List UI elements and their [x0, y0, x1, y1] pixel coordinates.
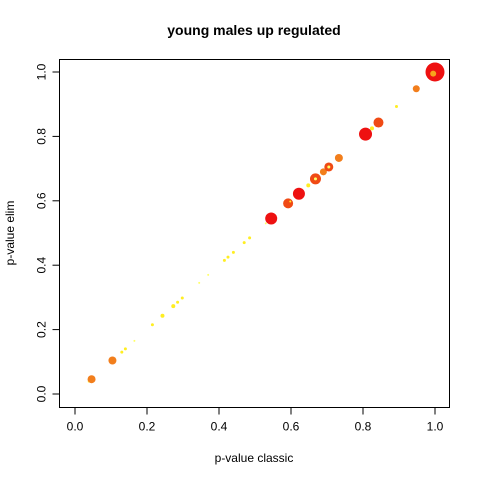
data-point [319, 168, 327, 176]
data-point [150, 323, 154, 327]
data-point [430, 70, 437, 77]
x-tick-label: 0.6 [283, 420, 300, 434]
data-point [171, 304, 176, 309]
data-point [198, 281, 201, 284]
y-tick-label: 1.0 [35, 63, 49, 80]
x-tick-label: 0.4 [211, 420, 228, 434]
y-axis: 0.0 0.2 0.4 0.6 0.8 1.0 [35, 63, 60, 402]
y-tick-label: 0.8 [35, 128, 49, 145]
data-point [248, 236, 252, 240]
data-point [231, 250, 235, 254]
data-point [108, 356, 117, 365]
data-point [283, 198, 294, 209]
data-point [313, 177, 317, 181]
x-axis: 0.0 0.2 0.4 0.6 0.8 1.0 [67, 407, 444, 434]
y-tick-label: 0.6 [35, 192, 49, 209]
data-point [133, 339, 136, 342]
data-point [373, 117, 384, 128]
y-tick-label: 0.0 [35, 385, 49, 402]
chart-title: young males up regulated [167, 22, 340, 38]
x-tick-label: 0.2 [139, 420, 156, 434]
data-point [180, 296, 184, 300]
x-tick-label: 0.0 [67, 420, 84, 434]
data-point [264, 222, 267, 225]
data-point [176, 300, 180, 304]
y-tick-label: 0.2 [35, 321, 49, 338]
plot-frame [59, 59, 450, 408]
data-point [242, 241, 246, 245]
data-point [123, 347, 127, 351]
data-point [289, 200, 292, 203]
x-axis-label: p-value classic [215, 451, 294, 465]
data-point [327, 165, 331, 169]
data-point [87, 375, 96, 384]
data-point [370, 126, 374, 131]
data-point [120, 350, 124, 354]
x-tick-label: 0.8 [355, 420, 372, 434]
data-point [306, 183, 311, 188]
data-point [359, 127, 373, 141]
y-axis-label: p-value elim [3, 201, 17, 266]
data-point [207, 273, 210, 276]
data-point [160, 313, 165, 318]
data-point [292, 187, 305, 200]
data-point [394, 104, 398, 108]
y-tick-label: 0.4 [35, 257, 49, 274]
data-point [265, 212, 278, 225]
data-point [412, 85, 420, 93]
data-point [222, 258, 226, 262]
data-point [226, 255, 230, 259]
data-point [334, 153, 343, 162]
plot-points [87, 62, 445, 384]
x-tick-label: 1.0 [427, 420, 444, 434]
